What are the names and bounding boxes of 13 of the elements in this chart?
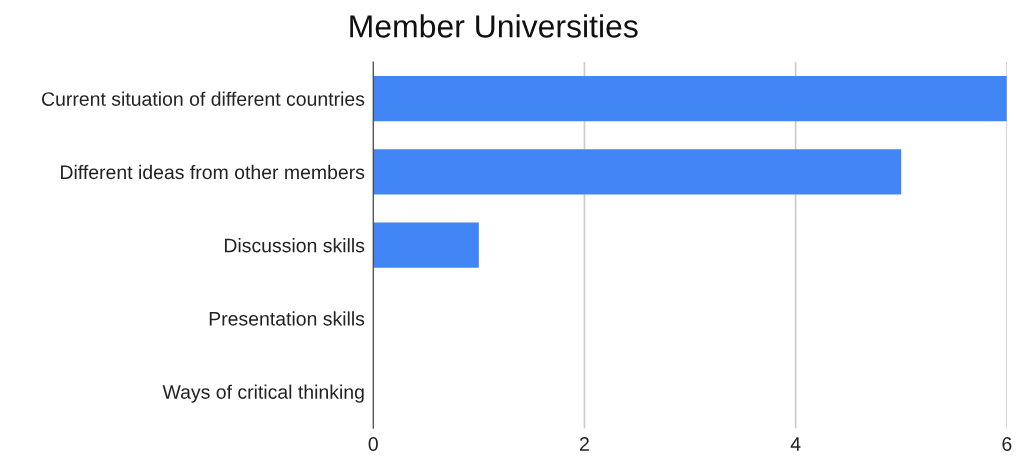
y-tick-label: Presentation skills [209, 311, 365, 326]
bar [373, 222, 479, 268]
x-tick-label: 4 [790, 437, 801, 451]
chart-title: Member Universities [350, 14, 638, 38]
y-tick-label: Current situation of different countries [42, 91, 365, 106]
x-tick-label: 0 [368, 437, 378, 451]
y-tick-label: Different ideas from other members [61, 164, 365, 180]
bar [373, 149, 902, 195]
x-tick-label: 6 [1002, 437, 1012, 451]
y-tick-label: Ways of critical thinking [162, 384, 364, 403]
bar [373, 75, 1007, 122]
x-tick-label: 2 [580, 437, 589, 451]
y-tick-label: Discussion skills [224, 238, 365, 253]
